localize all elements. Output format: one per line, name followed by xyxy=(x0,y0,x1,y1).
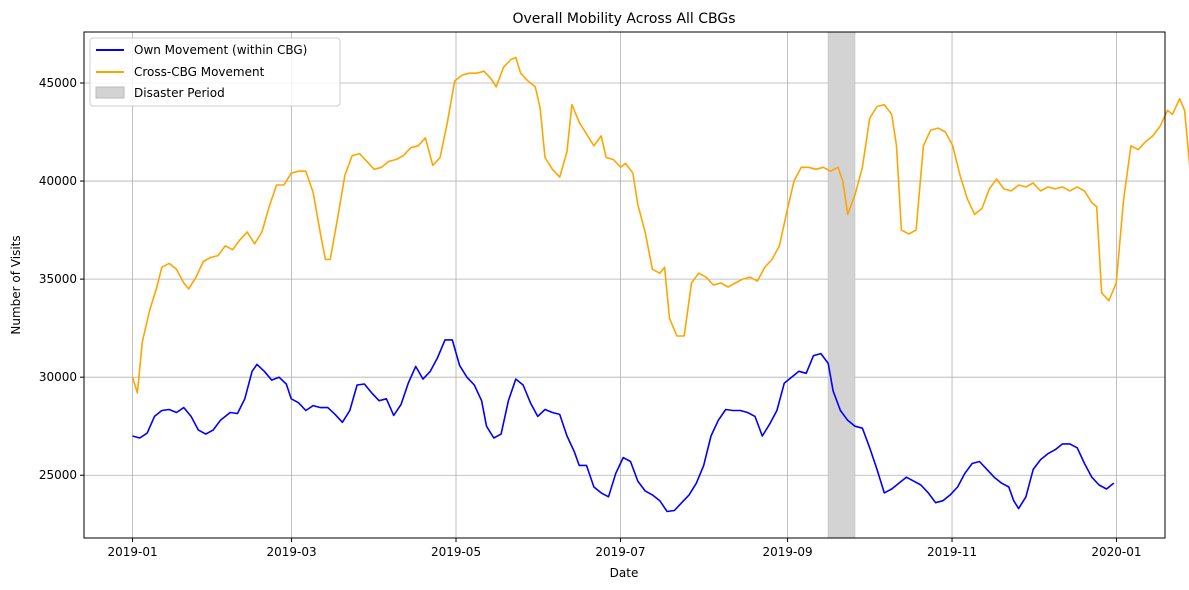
x-tick-label: 2019-07 xyxy=(595,545,645,559)
legend-label-disaster-period: Disaster Period xyxy=(134,86,225,100)
y-tick-label: 40000 xyxy=(39,174,77,188)
legend: Own Movement (within CBG) Cross-CBG Move… xyxy=(89,37,341,107)
plot-frame xyxy=(83,31,1166,539)
legend-swatch-disaster-period xyxy=(95,86,125,99)
x-tick-label: 2019-11 xyxy=(927,545,977,559)
x-tick-label: 2020-01 xyxy=(1091,545,1141,559)
legend-box xyxy=(89,37,341,107)
x-axis-ticks: 2019-01 2019-03 2019-05 2019-07 2019-09 2019-… xyxy=(107,538,1142,559)
y-tick-label: 45000 xyxy=(39,76,77,90)
x-axis-label: Date xyxy=(610,566,639,580)
series-lines xyxy=(131,56,1189,513)
x-tick-label: 2019-09 xyxy=(763,545,813,559)
x-tick-label: 2019-01 xyxy=(107,545,157,559)
chart-title: Overall Mobility Across All CBGs xyxy=(512,11,735,27)
grid-lines xyxy=(84,32,1165,538)
disaster-period-band xyxy=(827,31,856,539)
y-tick-label: 30000 xyxy=(39,370,77,384)
y-axis-ticks: 25000 30000 35000 40000 45000 xyxy=(39,76,84,482)
x-tick-label: 2019-05 xyxy=(431,545,481,559)
y-tick-label: 35000 xyxy=(39,272,77,286)
legend-label-own-movement: Own Movement (within CBG) xyxy=(134,43,307,57)
x-tick-label: 2019-03 xyxy=(267,545,317,559)
shaded-regions xyxy=(827,31,856,539)
cross-cbg-movement-line xyxy=(131,56,1189,394)
y-axis-label: Number of Visits xyxy=(9,235,23,334)
legend-label-cross-cbg: Cross-CBG Movement xyxy=(134,65,265,79)
own-movement-line xyxy=(132,339,1115,513)
y-tick-label: 25000 xyxy=(39,468,77,482)
